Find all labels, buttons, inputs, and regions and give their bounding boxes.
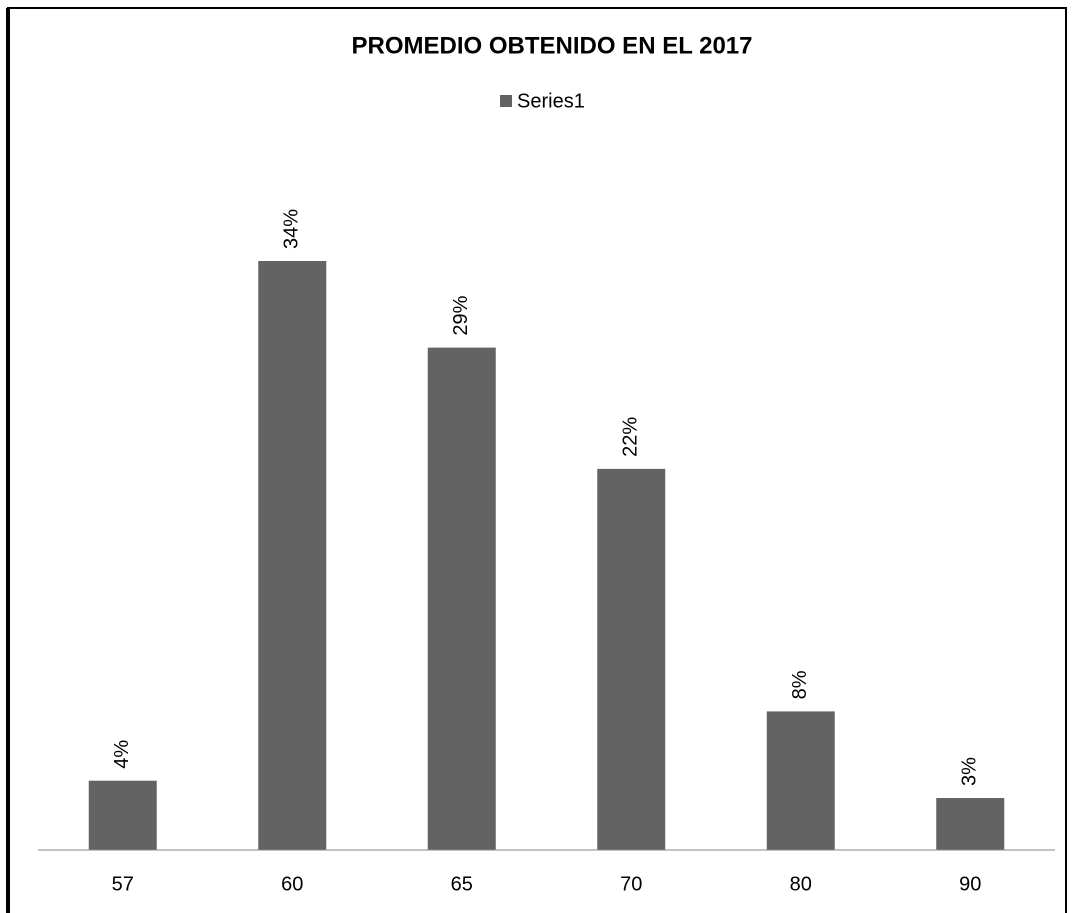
chart-frame <box>7 7 1067 913</box>
x-tick-label: 80 <box>790 873 812 895</box>
x-tick-label: 57 <box>112 873 134 895</box>
bar <box>88 780 157 850</box>
data-label: 3% <box>959 757 981 786</box>
chart-title: PROMEDIO OBTENIDO EN EL 2017 <box>352 32 753 59</box>
data-label: 22% <box>620 417 642 457</box>
x-tick-label: 90 <box>959 873 981 895</box>
x-tick-label: 70 <box>620 873 642 895</box>
bar <box>258 261 327 850</box>
bar <box>427 347 496 850</box>
bar <box>766 711 835 850</box>
x-tick-label: 65 <box>451 873 473 895</box>
data-label: 29% <box>450 295 472 335</box>
legend-label: Series1 <box>517 90 585 112</box>
legend-swatch <box>500 95 512 107</box>
bar <box>597 468 666 850</box>
data-label: 34% <box>281 209 303 249</box>
data-label: 4% <box>111 740 133 769</box>
data-label: 8% <box>789 670 811 699</box>
x-tick-label: 60 <box>281 873 303 895</box>
bar <box>936 798 1005 850</box>
